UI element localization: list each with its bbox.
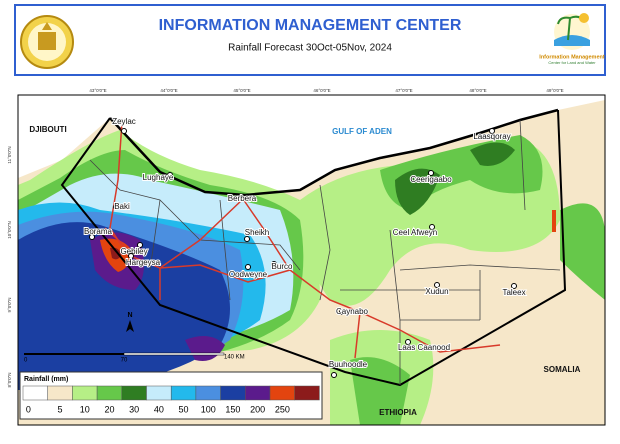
longitude-label: 44°0'0"E — [160, 88, 177, 93]
latitude-label: 8°0'0"N — [7, 372, 12, 387]
place-marker — [405, 339, 411, 345]
place-marker — [429, 224, 435, 230]
map-frame — [17, 94, 606, 426]
legend-label: 100 — [201, 404, 216, 414]
longitude-label: 46°0'0"E — [313, 88, 330, 93]
country-label: ETHIOPIA — [379, 408, 417, 417]
legend-swatch — [47, 385, 73, 401]
legend-swatch — [269, 385, 295, 401]
place-label: Taleex — [502, 288, 525, 297]
roads — [104, 121, 501, 359]
scale-bar — [24, 320, 225, 356]
place-label: Xudun — [425, 287, 448, 296]
place-label: Ceel Afweyn — [393, 228, 437, 237]
legend-swatch — [245, 385, 271, 401]
scale-label: 0 — [24, 358, 28, 364]
legend-label: 150 — [225, 404, 240, 414]
legend-swatch — [72, 385, 98, 401]
place-marker — [167, 172, 173, 178]
legend-label: 50 — [179, 404, 189, 414]
longitude-label: 43°0'0"E — [89, 88, 106, 93]
place-label: Burco — [272, 262, 293, 271]
place-marker — [137, 242, 143, 248]
legend-label: 20 — [104, 404, 114, 414]
place-marker — [121, 128, 127, 134]
legend-swatch — [294, 385, 320, 401]
longitude-label: 47°0'0"E — [395, 88, 412, 93]
legend-label: 10 — [80, 404, 90, 414]
country-label: SOMALIA — [544, 365, 581, 374]
place-marker — [434, 282, 440, 288]
legend-label: 200 — [250, 404, 265, 414]
place-label: Borama — [84, 227, 113, 236]
subtitle: Rainfall Forecast 30Oct-05Nov, 2024 — [228, 43, 392, 54]
legend-swatch — [121, 385, 147, 401]
place-marker — [244, 236, 250, 242]
place-label: Ceerigaabo — [410, 175, 452, 184]
legend-label: 0 — [26, 404, 31, 414]
place-marker — [245, 264, 251, 270]
legend-label: 40 — [154, 404, 164, 414]
latitude-label: 9°0'0"N — [7, 297, 12, 312]
place-marker — [271, 261, 277, 267]
longitude-label: 45°0'0"E — [233, 88, 250, 93]
legend-label: 5 — [58, 404, 63, 414]
longitude-label: 48°0'0"E — [469, 88, 486, 93]
latitude-label: 10°0'0"N — [7, 221, 12, 239]
rain-map — [18, 95, 605, 425]
place-marker — [113, 204, 119, 210]
legend-swatch — [170, 385, 197, 401]
legend-label: 30 — [129, 404, 139, 414]
place-label: Caynabo — [336, 307, 369, 316]
place-label: Laasqoray — [473, 132, 510, 141]
place-label: Lughaye — [143, 173, 174, 182]
legend-label: 250 — [275, 404, 290, 414]
logo-text: Information Management — [539, 54, 605, 60]
header-box — [14, 4, 606, 76]
country-label: GULF OF ADEN — [332, 127, 392, 136]
latitude-label: 11°0'0"N — [7, 146, 12, 163]
legend-swatch — [195, 385, 221, 401]
left-logo — [20, 15, 74, 69]
place-marker — [331, 372, 337, 378]
place-marker — [339, 309, 345, 315]
legend-swatch — [96, 385, 123, 401]
place-marker — [428, 170, 434, 176]
place-marker — [235, 196, 241, 202]
place-marker — [511, 283, 517, 289]
place-label: Laas Caanood — [398, 343, 450, 352]
logo-text: Center for Land and Water — [548, 60, 596, 65]
scale-label: 140 KM — [224, 355, 245, 361]
scale-label: 70 — [121, 358, 128, 364]
place-label: Oodweyne — [229, 270, 268, 279]
longitude-label: 49°0'0"E — [546, 88, 563, 93]
place-marker — [128, 253, 134, 259]
country-label: DJIBOUTI — [29, 125, 66, 134]
title: INFORMATION MANAGEMENT CENTER — [159, 17, 462, 34]
place-marker — [89, 234, 95, 240]
place-label: Gebiley — [120, 247, 147, 256]
north-arrow: N — [127, 312, 132, 319]
place-label: Sheikh — [245, 228, 269, 237]
legend-title: Rainfall (mm) — [24, 376, 68, 383]
legend-swatch — [220, 385, 246, 401]
right-logo: Information Management Center for Land a… — [539, 13, 605, 65]
place-marker — [489, 128, 495, 134]
legend-swatch — [22, 385, 48, 401]
place-label: Baki — [114, 202, 130, 211]
legend-swatch — [146, 385, 172, 401]
place-label: Zeylac — [112, 117, 136, 126]
place-label: Berbera — [228, 194, 257, 203]
place-label: Buuhoodle — [329, 360, 368, 369]
place-label: Hargeysa — [126, 258, 161, 267]
